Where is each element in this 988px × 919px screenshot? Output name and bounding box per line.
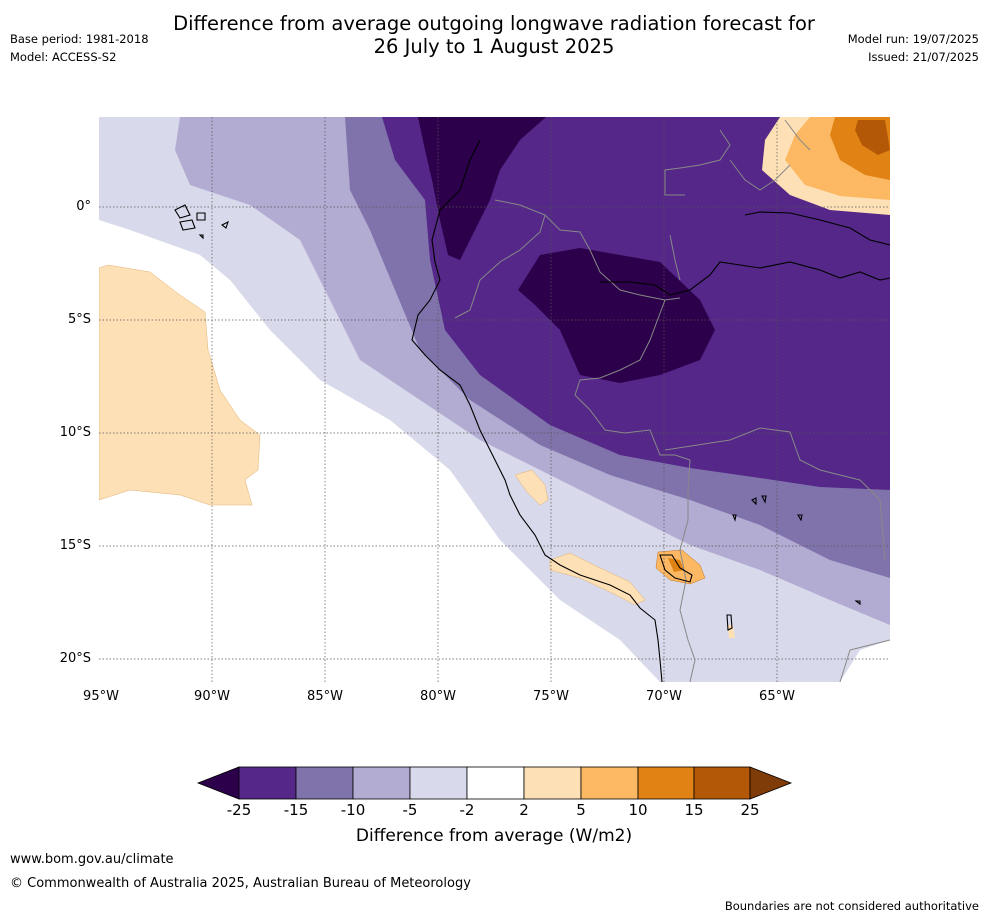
lon-label-70w: 70°W (646, 689, 682, 704)
coastlines (174, 139, 890, 682)
colorbar-tick-7: 5 (576, 801, 586, 819)
colorbar-extend-low (196, 766, 240, 800)
colorbar-segment-5 (466, 766, 525, 800)
colorbar-segment-2 (295, 766, 354, 800)
contour-patch-2 (549, 552, 646, 606)
colorbar-tick-3: -10 (340, 801, 366, 819)
lon-label-85w: 85°W (307, 689, 343, 704)
colorbar-tick-9: 15 (684, 801, 704, 819)
colorbar-segment-7 (580, 766, 639, 800)
contour-band-plus2-west (99, 264, 261, 506)
contour-band-plus15-ne (855, 120, 890, 155)
meta-right: Model run: 19/07/2025 Issued: 21/07/2025 (848, 30, 979, 66)
colorbar (196, 766, 793, 800)
lat-label-0: 0° (76, 199, 91, 214)
title-line-2: 26 July to 1 August 2025 (373, 35, 615, 58)
colorbar-extend-high (749, 766, 793, 800)
map-area (99, 117, 890, 682)
lat-label-20s: 20°S (59, 651, 91, 666)
colorbar-tick-4: -5 (402, 801, 418, 819)
copyright-text: © Commonwealth of Australia 2025, Austra… (10, 876, 471, 891)
lon-label-80w: 80°W (420, 689, 456, 704)
contour-patch-4 (727, 625, 735, 638)
contour-patch-1 (514, 469, 549, 506)
base-period: Base period: 1981-2018 (10, 32, 149, 46)
contour-core-north (418, 117, 546, 260)
issued-date: Issued: 21/07/2025 (868, 50, 979, 64)
model-name: Model: ACCESS-S2 (10, 50, 117, 64)
colorbar-tick-2: -15 (283, 801, 309, 819)
gridlines (99, 117, 890, 682)
colorbar-segment-9 (693, 766, 751, 800)
contour-core-amazon (518, 248, 715, 383)
colorbar-label: Difference from average (W/m2) (355, 826, 633, 846)
colorbar-segment-6 (523, 766, 582, 800)
colorbar-segment-1 (238, 766, 297, 800)
colorbar-tick-8: 10 (628, 801, 648, 819)
lon-label-95w: 95°W (83, 689, 119, 704)
lat-label-15s: 15°S (59, 538, 91, 553)
map-title: Difference from average outgoing longwav… (0, 12, 988, 58)
country-borders (454, 119, 890, 682)
colorbar-tick-5: -2 (459, 801, 475, 819)
website-link[interactable]: www.bom.gov.au/climate (10, 852, 174, 867)
model-run: Model run: 19/07/2025 (847, 32, 979, 46)
disclaimer-text: Boundaries are not considered authoritat… (724, 899, 979, 913)
colorbar-tick-1: -25 (226, 801, 252, 819)
lon-label-65w: 65°W (759, 689, 795, 704)
colorbar-segment-8 (637, 766, 695, 800)
colorbar-tick-10: 25 (740, 801, 760, 819)
title-line-1: Difference from average outgoing longwav… (173, 12, 815, 35)
colorbar-segment-3 (352, 766, 411, 800)
lat-label-10s: 10°S (59, 425, 91, 440)
lon-label-90w: 90°W (194, 689, 230, 704)
lon-label-75w: 75°W (533, 689, 569, 704)
colorbar-segment-4 (409, 766, 468, 800)
colorbar-tick-6: 2 (519, 801, 529, 819)
lat-label-5s: 5°S (67, 312, 91, 327)
meta-left: Base period: 1981-2018 Model: ACCESS-S2 (10, 30, 149, 66)
